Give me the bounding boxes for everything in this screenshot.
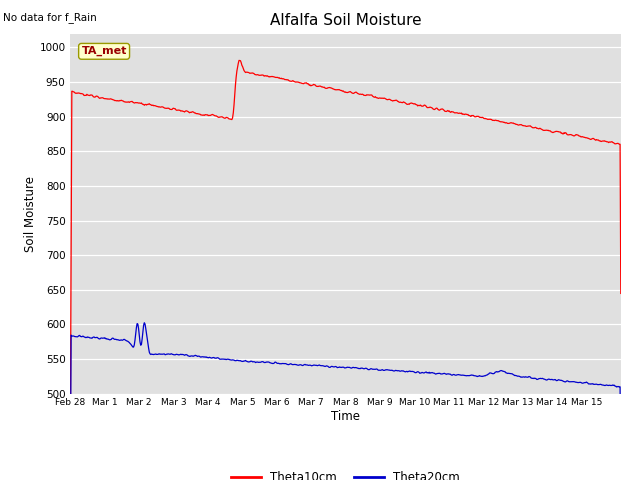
- Y-axis label: Soil Moisture: Soil Moisture: [24, 176, 36, 252]
- Title: Alfalfa Soil Moisture: Alfalfa Soil Moisture: [270, 13, 421, 28]
- X-axis label: Time: Time: [331, 410, 360, 423]
- Legend: Theta10cm, Theta20cm: Theta10cm, Theta20cm: [227, 466, 465, 480]
- Text: No data for f_Rain: No data for f_Rain: [3, 12, 97, 23]
- Text: TA_met: TA_met: [81, 46, 127, 57]
